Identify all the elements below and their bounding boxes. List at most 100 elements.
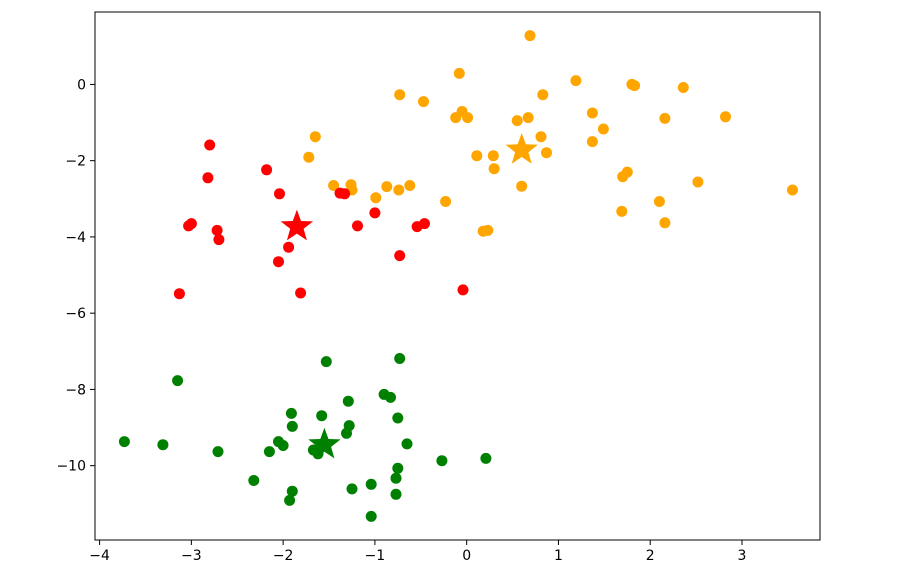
x-tick-label: 3: [738, 548, 747, 564]
x-tick-label: −4: [89, 548, 110, 564]
data-point-cluster-2: [274, 188, 285, 200]
data-point-cluster-3: [277, 440, 289, 451]
data-point-cluster-1: [570, 75, 582, 87]
data-point-cluster-1: [586, 136, 598, 148]
y-tick-label: −2: [65, 154, 86, 170]
data-point-cluster-1: [537, 89, 549, 101]
y-tick-label: −6: [65, 306, 86, 322]
data-point-cluster-3: [385, 391, 396, 403]
data-point-cluster-1: [418, 96, 429, 108]
data-point-cluster-1: [629, 80, 641, 92]
data-point-cluster-3: [285, 407, 297, 419]
x-tick-label: −1: [365, 548, 386, 564]
data-point-cluster-2: [369, 207, 381, 219]
data-point-cluster-3: [365, 478, 377, 490]
data-point-cluster-1: [616, 205, 628, 217]
data-point-cluster-2: [183, 220, 195, 232]
data-point-cluster-2: [261, 164, 273, 176]
data-point-cluster-3: [342, 395, 354, 407]
data-point-cluster-3: [341, 427, 352, 439]
data-point-cluster-1: [462, 112, 474, 124]
data-point-cluster-1: [511, 115, 523, 127]
data-point-cluster-1: [381, 181, 393, 193]
x-axis: −4 −3 −2 −1 0 1 2 3: [89, 540, 746, 564]
data-point-cluster-1: [450, 112, 462, 124]
data-point-cluster-1: [535, 131, 547, 143]
x-tick-label: 2: [646, 548, 655, 564]
data-point-cluster-3: [172, 375, 184, 387]
data-point-cluster-2: [283, 241, 295, 253]
data-point-cluster-3: [248, 475, 260, 486]
x-tick-label: −2: [273, 548, 294, 564]
data-point-cluster-1: [309, 131, 321, 143]
data-point-cluster-3: [212, 446, 224, 458]
centroids-layer: [280, 133, 538, 459]
data-point-cluster-1: [488, 163, 500, 175]
data-point-cluster-2: [202, 172, 214, 184]
data-point-cluster-3: [286, 485, 298, 497]
data-point-cluster-3: [316, 410, 328, 422]
data-point-cluster-1: [516, 180, 528, 192]
data-point-cluster-1: [720, 111, 731, 123]
data-point-cluster-2: [273, 256, 284, 268]
data-point-cluster-1: [393, 184, 405, 196]
data-point-cluster-2: [173, 288, 185, 300]
x-tick-label: 0: [462, 548, 471, 564]
data-point-cluster-2: [213, 234, 225, 246]
data-point-cluster-3: [346, 483, 358, 495]
data-point-cluster-1: [394, 89, 406, 101]
data-point-cluster-1: [541, 147, 552, 159]
data-point-cluster-1: [787, 184, 798, 196]
data-point-cluster-3: [286, 420, 298, 432]
data-point-cluster-1: [659, 112, 671, 124]
data-point-cluster-2: [419, 218, 430, 230]
data-point-cluster-2: [204, 139, 216, 151]
centroid-star-3: [308, 427, 341, 459]
data-point-cluster-1: [482, 224, 494, 236]
data-point-cluster-1: [677, 82, 689, 93]
data-point-cluster-1: [404, 180, 416, 191]
data-point-cluster-3: [118, 436, 130, 448]
centroid-star-2: [280, 209, 314, 241]
y-tick-label: −10: [56, 459, 86, 475]
data-point-cluster-1: [524, 30, 536, 42]
plot-area-frame: [94, 11, 821, 541]
data-point-cluster-3: [365, 510, 377, 522]
data-point-cluster-3: [436, 455, 448, 467]
data-point-cluster-1: [328, 180, 340, 191]
data-point-cluster-3: [320, 356, 332, 368]
x-tick-label: 1: [554, 548, 563, 564]
data-point-cluster-2: [295, 287, 307, 299]
data-point-cluster-3: [390, 488, 402, 500]
data-point-cluster-1: [597, 123, 609, 135]
data-point-cluster-3: [392, 462, 404, 474]
data-point-cluster-1: [453, 67, 465, 79]
data-point-cluster-1: [692, 176, 704, 188]
data-point-cluster-1: [471, 150, 483, 162]
data-point-cluster-3: [284, 494, 296, 506]
data-point-cluster-1: [659, 217, 671, 229]
data-point-cluster-1: [522, 112, 534, 124]
y-axis: 0 −2 −4 −6 −8 −10: [56, 77, 95, 475]
centroid-star-1: [505, 133, 538, 164]
data-point-cluster-2: [352, 220, 363, 232]
data-point-cluster-3: [390, 472, 402, 484]
y-tick-label: 0: [77, 77, 86, 93]
data-point-cluster-2: [457, 284, 469, 296]
data-point-cluster-1: [303, 151, 315, 163]
data-point-cluster-1: [440, 196, 452, 207]
data-point-cluster-1: [653, 196, 665, 207]
data-point-cluster-2: [211, 224, 223, 236]
data-point-cluster-2: [394, 250, 406, 262]
data-point-cluster-1: [487, 150, 499, 162]
y-tick-label: −4: [65, 230, 86, 246]
data-point-cluster-3: [157, 439, 169, 451]
data-point-cluster-3: [394, 353, 406, 364]
data-point-cluster-1: [370, 192, 382, 204]
x-tick-label: −3: [181, 548, 202, 564]
data-point-cluster-3: [392, 412, 404, 424]
data-point-cluster-2: [339, 188, 351, 200]
y-tick-label: −8: [65, 382, 86, 398]
